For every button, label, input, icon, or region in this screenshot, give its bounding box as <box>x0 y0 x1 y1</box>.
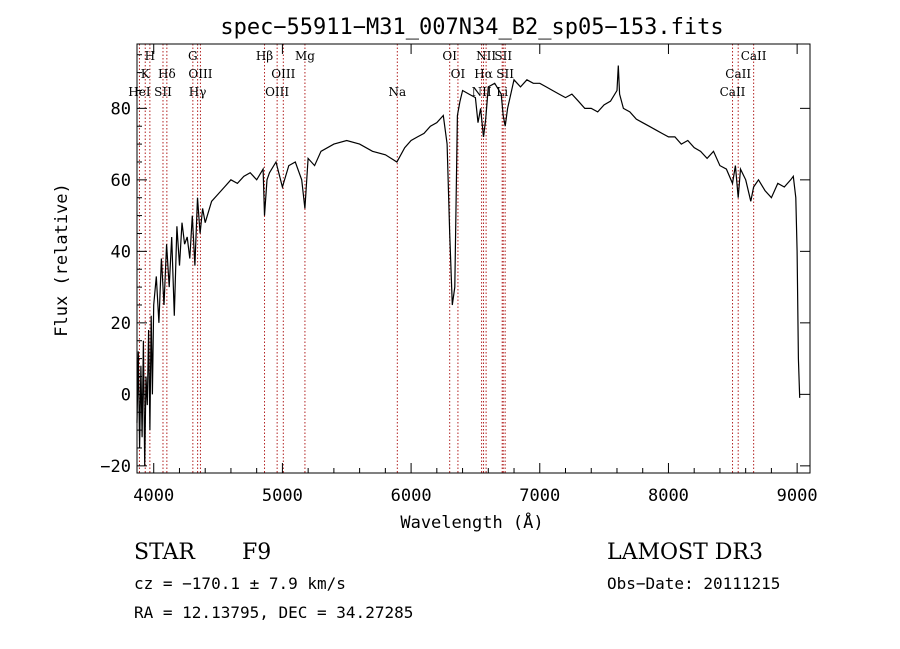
y-axis-label: Flux (relative) <box>52 183 72 337</box>
line-label: Na <box>388 85 406 99</box>
line-label: SII <box>154 85 172 99</box>
line-label: NII <box>472 85 492 99</box>
object-class: STAR <box>134 540 195 565</box>
y-tick-label: 20 <box>111 314 131 334</box>
line-label: Hγ <box>189 85 207 99</box>
x-tick-label: 7000 <box>519 486 560 506</box>
y-tick-label: 0 <box>121 385 131 405</box>
y-tick-label: 80 <box>111 99 131 119</box>
emission-line-markers <box>138 44 755 473</box>
line-label: K <box>141 67 151 81</box>
y-tick-label: −20 <box>100 457 131 477</box>
line-label: H <box>145 49 155 63</box>
line-label: CaII <box>741 49 767 63</box>
x-tick-label: 8000 <box>648 486 689 506</box>
line-label: CaII <box>725 67 751 81</box>
redshift-velocity: cz = −170.1 ± 7.9 km/s <box>134 574 346 593</box>
line-label: SII <box>494 49 512 63</box>
plot-frame <box>136 43 811 474</box>
observation-date: Obs−Date: 20111215 <box>607 574 781 593</box>
coordinates: RA = 12.13795, DEC = 34.27285 <box>134 603 414 622</box>
x-tick-label: 5000 <box>262 486 303 506</box>
line-label: SII <box>496 67 514 81</box>
chart-title: spec−55911−M31_007N34_B2_sp05−153.fits <box>220 15 723 40</box>
line-label: OIII <box>271 67 295 81</box>
x-axis-ticks: 4000 5000 6000 7000 8000 9000 <box>133 44 818 506</box>
line-label: Hβ <box>256 49 273 63</box>
line-label: NII <box>476 49 496 63</box>
survey-name: LAMOST DR3 <box>607 540 763 565</box>
line-label: OIII <box>188 67 212 81</box>
y-tick-label: 60 <box>111 171 131 191</box>
y-axis-ticks: −20 0 20 40 60 80 <box>100 54 810 477</box>
line-label: OI <box>442 49 457 63</box>
x-tick-label: 9000 <box>777 486 818 506</box>
x-tick-label: 4000 <box>133 486 174 506</box>
y-tick-label: 40 <box>111 242 131 262</box>
line-label: OIII <box>265 85 289 99</box>
line-label: Hδ <box>158 67 176 81</box>
line-label: HeI <box>128 85 151 99</box>
object-subclass: F9 <box>242 540 272 565</box>
line-label: Li <box>496 85 508 99</box>
line-label: CaII <box>720 85 746 99</box>
x-tick-label: 6000 <box>391 486 432 506</box>
line-label: OI <box>451 67 466 81</box>
x-axis-label: Wavelength (Å) <box>400 511 543 533</box>
line-label: Hα <box>474 67 493 81</box>
line-label: Mg <box>295 49 315 63</box>
line-label: G <box>188 49 198 63</box>
spectrum-line <box>136 65 801 466</box>
